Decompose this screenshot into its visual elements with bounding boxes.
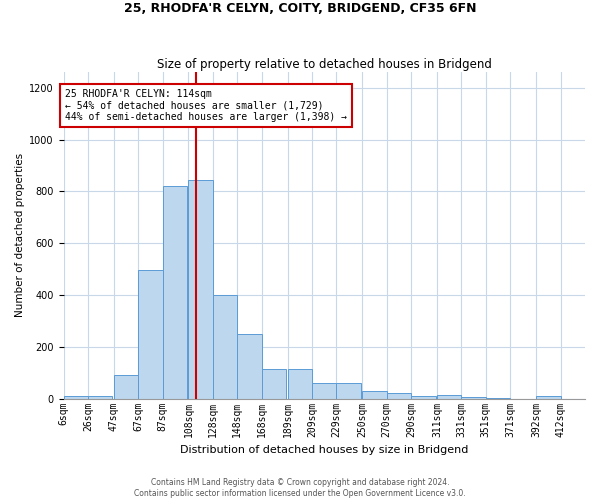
- Bar: [437, 396, 461, 398]
- Bar: [114, 376, 138, 398]
- Bar: [238, 334, 262, 398]
- Bar: [287, 369, 312, 398]
- Bar: [386, 393, 411, 398]
- Text: 25 RHODFA'R CELYN: 114sqm
← 54% of detached houses are smaller (1,729)
44% of se: 25 RHODFA'R CELYN: 114sqm ← 54% of detac…: [65, 89, 347, 122]
- Bar: [411, 396, 436, 398]
- Bar: [312, 382, 337, 398]
- Bar: [536, 396, 560, 398]
- Bar: [64, 396, 88, 398]
- Bar: [337, 382, 361, 398]
- Bar: [362, 392, 386, 398]
- Bar: [461, 397, 486, 398]
- Bar: [262, 369, 286, 398]
- Bar: [88, 396, 112, 398]
- Title: Size of property relative to detached houses in Bridgend: Size of property relative to detached ho…: [157, 58, 491, 71]
- Text: Contains HM Land Registry data © Crown copyright and database right 2024.
Contai: Contains HM Land Registry data © Crown c…: [134, 478, 466, 498]
- Bar: [213, 295, 238, 399]
- X-axis label: Distribution of detached houses by size in Bridgend: Distribution of detached houses by size …: [180, 445, 469, 455]
- Y-axis label: Number of detached properties: Number of detached properties: [15, 154, 25, 318]
- Text: 25, RHODFA'R CELYN, COITY, BRIDGEND, CF35 6FN: 25, RHODFA'R CELYN, COITY, BRIDGEND, CF3…: [124, 2, 476, 16]
- Bar: [138, 270, 163, 398]
- Bar: [188, 180, 213, 398]
- Bar: [163, 186, 187, 398]
